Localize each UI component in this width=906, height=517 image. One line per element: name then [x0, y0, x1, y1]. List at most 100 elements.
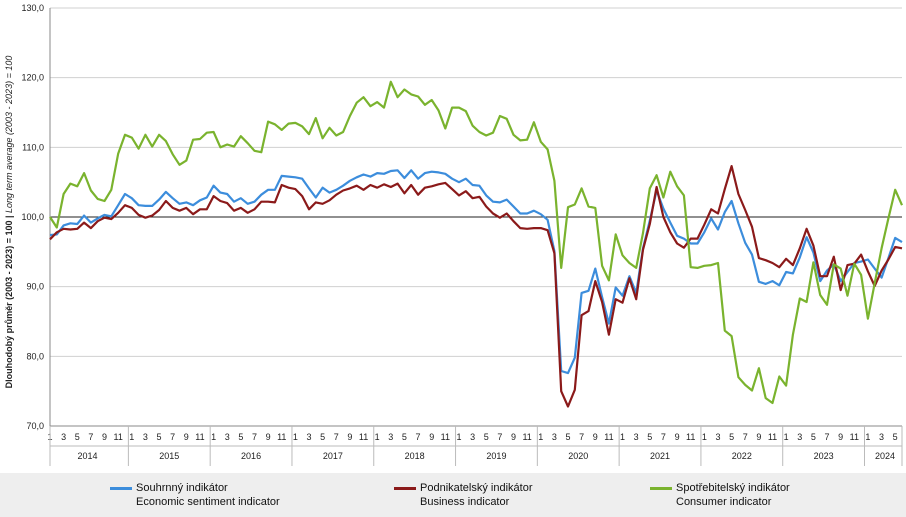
legend-item-business: Podnikatelský indikátor Business indicat…: [394, 481, 533, 509]
legend-label-cz: Spotřebitelský indikátor: [676, 482, 790, 494]
x-month-tick-label: 1: [129, 432, 134, 442]
legend-label-cz: Podnikatelský indikátor: [420, 482, 533, 494]
x-year-label: 2019: [486, 451, 506, 461]
x-month-tick-label: 5: [484, 432, 489, 442]
legend-swatch-consumer: [650, 487, 672, 490]
x-month-tick-label: 11: [850, 432, 859, 442]
x-month-tick-label: 1: [375, 432, 380, 442]
x-month-tick-label: 3: [634, 432, 639, 442]
x-month-tick-label: 3: [61, 432, 66, 442]
x-month-tick-label: 1: [538, 432, 543, 442]
series-line-consumer: [49, 80, 904, 405]
x-month-tick-label: 7: [416, 432, 421, 442]
x-month-tick-label: 3: [225, 432, 230, 442]
x-year-label: 2018: [405, 451, 425, 461]
x-month-tick-label: 3: [715, 432, 720, 442]
x-month-tick-label: 1: [293, 432, 298, 442]
x-month-tick-label: 7: [743, 432, 748, 442]
x-month-tick-label: 9: [266, 432, 271, 442]
legend-label-cz: Souhrnný indikátor: [136, 482, 228, 494]
x-month-tick-label: 5: [75, 432, 80, 442]
x-month-tick-label: 5: [811, 432, 816, 442]
x-year-label: 2017: [323, 451, 343, 461]
x-month-tick-label: 7: [579, 432, 584, 442]
y-tick-label: 90,0: [26, 282, 44, 292]
x-month-tick-label: 5: [238, 432, 243, 442]
x-month-tick-label: 9: [838, 432, 843, 442]
x-month-tick-label: 9: [675, 432, 680, 442]
x-month-tick-label: 11: [359, 432, 368, 442]
x-month-tick-label: 7: [661, 432, 666, 442]
x-month-tick-label: 5: [320, 432, 325, 442]
x-month-tick-label: 5: [647, 432, 652, 442]
x-month-tick-label: 7: [334, 432, 339, 442]
x-year-label: 2020: [568, 451, 588, 461]
legend-label-en: Consumer indicator: [676, 496, 772, 508]
x-month-tick-label: 1: [865, 432, 870, 442]
y-axis-title: Dlouhodobý průměr (2003 - 2023) = 100 | …: [4, 56, 14, 389]
x-month-tick-label: 5: [566, 432, 571, 442]
x-month-tick-label: 1: [702, 432, 707, 442]
x-month-tick-label: 3: [143, 432, 148, 442]
x-month-tick-label: 11: [604, 432, 613, 442]
x-month-tick-label: 7: [88, 432, 93, 442]
x-month-tick-label: 9: [756, 432, 761, 442]
legend-item-consumer: Spotřebitelský indikátor Consumer indica…: [650, 481, 790, 509]
y-tick-label: 100,0: [21, 212, 44, 222]
x-month-tick-label: 3: [388, 432, 393, 442]
x-year-label: 2024: [875, 451, 895, 461]
x-month-tick-label: 11: [522, 432, 531, 442]
x-month-tick-label: 9: [184, 432, 189, 442]
x-month-tick-label: 3: [552, 432, 557, 442]
x-month-tick-label: 7: [825, 432, 830, 442]
x-month-tick-label: 5: [402, 432, 407, 442]
legend: Souhrnný indikátor Economic sentiment in…: [0, 473, 906, 517]
legend-item-economic-sentiment: Souhrnný indikátor Economic sentiment in…: [110, 481, 280, 509]
series-lines: [49, 80, 904, 408]
x-month-tick-label: 3: [797, 432, 802, 442]
x-month-tick-label: 5: [157, 432, 162, 442]
x-month-tick-label: 9: [347, 432, 352, 442]
x-month-tick-label: 9: [593, 432, 598, 442]
y-tick-label: 80,0: [26, 351, 44, 361]
x-month-tick-label: 7: [170, 432, 175, 442]
x-month-tick-label: 3: [307, 432, 312, 442]
x-month-tick-label: 11: [113, 432, 122, 442]
y-axis: 70,0 80,0 90,0 100,0 110,0 120,0 130,0: [21, 3, 51, 431]
x-year-label: 2016: [241, 451, 261, 461]
x-year-label: 2022: [732, 451, 752, 461]
x-month-tick-label: 3: [879, 432, 884, 442]
x-month-tick-label: 1: [211, 432, 216, 442]
x-month-tick-label: 1: [620, 432, 625, 442]
y-tick-label: 130,0: [21, 3, 44, 13]
x-month-tick-label: 11: [768, 432, 777, 442]
x-month-tick-label: 11: [277, 432, 286, 442]
x-month-tick-label: 11: [195, 432, 204, 442]
x-month-tick-label: 9: [102, 432, 107, 442]
y-tick-label: 120,0: [21, 73, 44, 83]
x-month-tick-label: 7: [252, 432, 257, 442]
y-tick-label: 110,0: [22, 142, 44, 152]
grid: [50, 7, 902, 427]
x-axis: 1357911201413579112015135791120161357911…: [47, 425, 903, 466]
x-year-label: 2015: [159, 451, 179, 461]
x-year-label: 2021: [650, 451, 670, 461]
x-month-tick-label: 1: [784, 432, 789, 442]
x-month-tick-label: 9: [429, 432, 434, 442]
legend-swatch-economic-sentiment: [110, 487, 132, 490]
x-month-tick-label: 11: [441, 432, 450, 442]
x-month-tick-label: 11: [686, 432, 695, 442]
x-month-tick-label: 7: [497, 432, 502, 442]
series-line-business: [49, 165, 903, 408]
y-tick-label: 70,0: [26, 421, 44, 431]
legend-label-en: Economic sentiment indicator: [136, 496, 280, 508]
x-year-label: 2023: [814, 451, 834, 461]
x-month-tick-label: 5: [893, 432, 898, 442]
legend-swatch-business: [394, 487, 416, 490]
x-month-tick-label: 5: [729, 432, 734, 442]
y-axis-title-cz: Dlouhodobý průměr (2003 - 2023) = 100: [4, 221, 14, 389]
x-month-tick-label: 3: [470, 432, 475, 442]
series-line-economic-sentiment: [49, 169, 903, 375]
y-axis-title-en: Long term average (2003 - 2023) = 100: [4, 56, 14, 213]
